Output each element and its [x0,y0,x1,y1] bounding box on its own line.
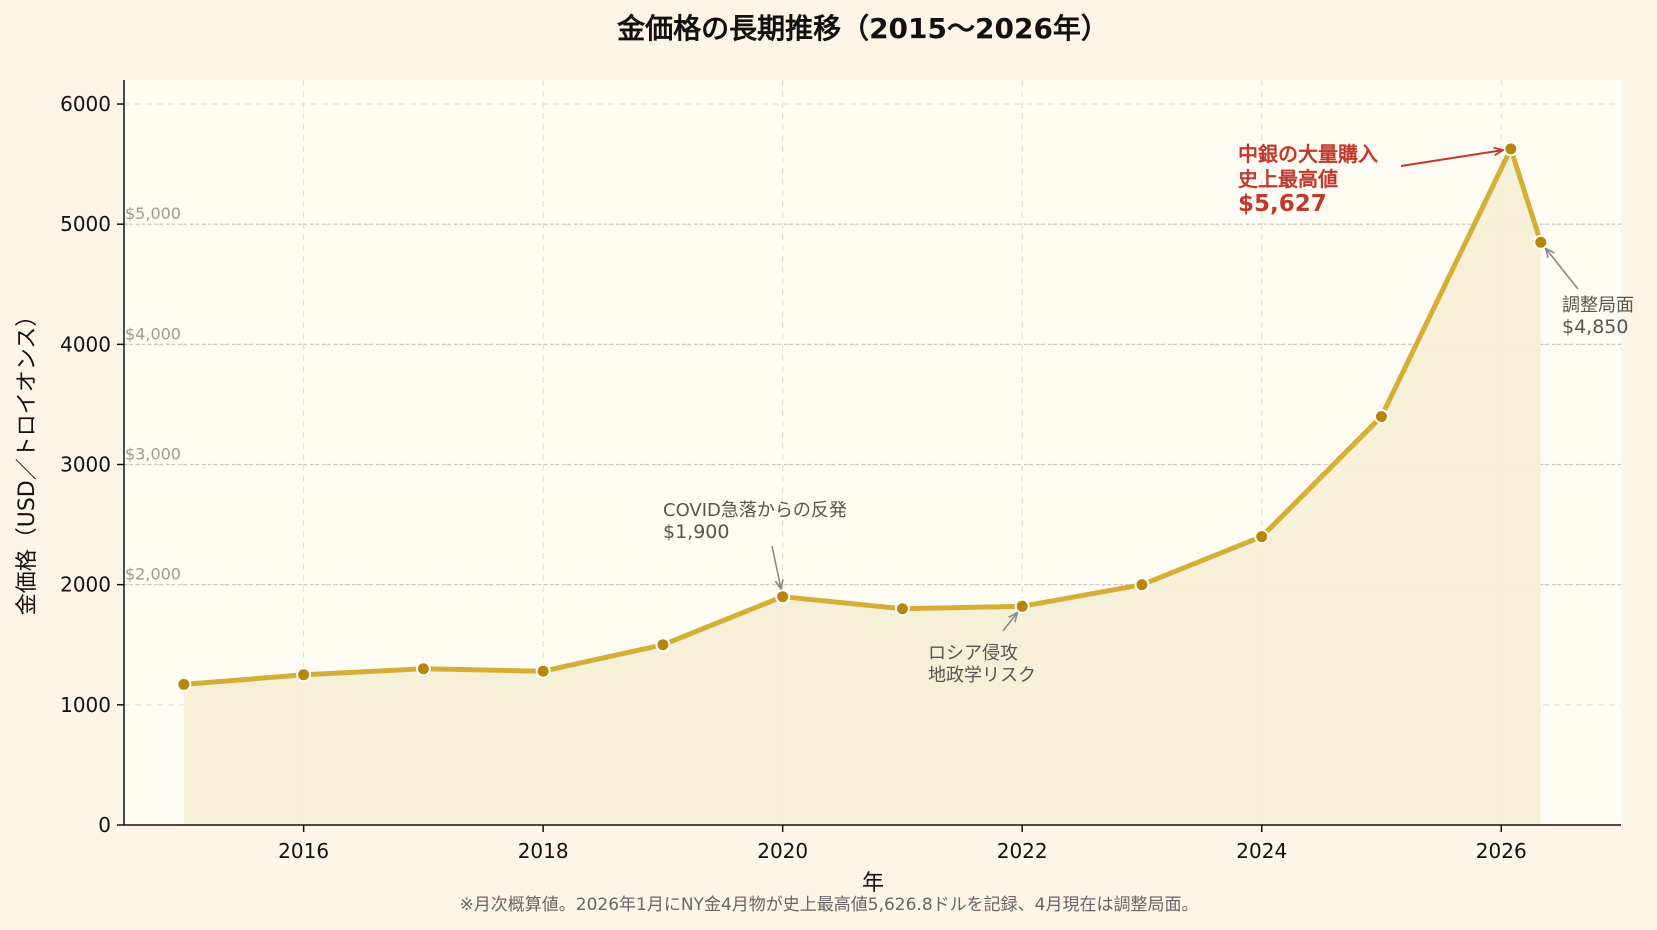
x-tick-label: 2024 [1236,839,1287,863]
y-tick-label: 4000 [60,332,111,356]
annotation-arrow [771,545,781,588]
data-point [1014,598,1030,614]
annotation-text: $5,627 [1238,191,1327,217]
data-point [296,667,312,683]
reference-label: $5,000 [125,204,181,223]
x-tick-label: 2018 [518,839,569,863]
area-fill-layer [183,148,1541,825]
annotation-text: $1,900 [663,521,729,543]
annotation-text: 史上最高値 [1238,167,1338,191]
annotation-arrow [1546,249,1579,290]
x-tick-label: 2020 [757,839,808,863]
y-axis-title: 金価格（USD／トロイオンス） [15,305,40,616]
x-tick-label: 2016 [278,839,329,863]
x-axis-title: 年 [862,871,884,896]
y-tick-label: 2000 [60,573,111,597]
annotation-arrow [1400,150,1502,167]
data-point [415,661,431,677]
annotation-arrow [1002,613,1017,632]
y-tick-label: 3000 [60,453,111,477]
area-fill [183,148,1541,825]
annotation-text: 調整局面 [1562,295,1634,316]
data-point [1254,529,1270,545]
y-axis-ticks: 0 1000 2000 3000 4000 5000 6000 [60,92,124,837]
data-point [894,601,910,617]
data-point [176,676,192,692]
annotation-text: ロシア侵攻 [928,643,1018,664]
annotation-text: COVID急落からの反発 [663,500,847,521]
y-tick-label: 5000 [60,212,111,236]
reference-lines: $2,000 $3,000 $4,000 $5,000 [124,204,1621,586]
data-point [1373,408,1389,424]
annotation-text: 地政学リスク [928,665,1036,686]
reference-label: $4,000 [125,324,181,343]
data-point [655,637,671,653]
x-tick-label: 2022 [997,839,1048,863]
annotation-text: $4,850 [1562,316,1628,338]
data-point [1134,577,1150,593]
y-tick-label: 1000 [60,693,111,717]
x-tick-label: 2026 [1476,839,1527,863]
y-tick-label: 0 [98,813,111,837]
data-point [1533,234,1549,250]
chart-title: 金価格の長期推移（2015〜2026年） [616,12,1109,45]
data-point [1503,141,1519,157]
footnote: ※月次概算値。2026年1月にNY金4月物が史上最高値5,626.8ドルを記録、… [460,895,1199,915]
annotation-text: 中銀の大量購入 [1238,142,1378,166]
y-tick-label: 6000 [60,92,111,116]
reference-label: $2,000 [125,565,181,584]
data-point [535,663,551,679]
reference-label: $3,000 [125,445,181,464]
data-points [176,141,1549,692]
x-axis-ticks: 2016 2018 2020 2022 2024 2026 [278,825,1527,863]
data-point [775,589,791,605]
